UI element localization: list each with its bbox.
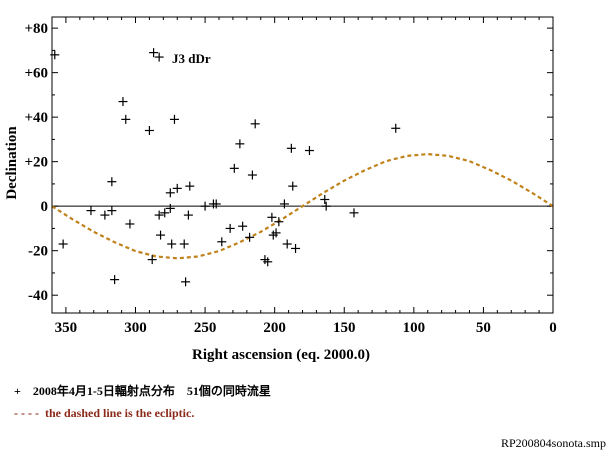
x-tick-label: 250 [194,320,217,336]
data-point [125,219,135,229]
data-point [160,208,170,218]
data-point [235,139,245,149]
data-point [245,232,255,242]
x-axis-title: Right ascension (eq. 2000.0) [192,347,370,363]
y-tick-label: +60 [24,66,48,82]
data-point [181,277,191,287]
data-point [149,48,159,58]
y-tick-label: 0 [41,199,49,215]
y-tick-label: +20 [24,155,48,171]
data-point [321,201,331,211]
y-axis-title: Declination [4,126,20,200]
data-point [274,217,284,227]
footer-filename: RP200804sonota.smp [500,436,606,450]
data-point [320,194,330,204]
legend-item-radiants: + 2008年4月1-5日輻射点分布 51個の同時流星 [14,382,271,399]
points-layer [50,48,401,287]
data-point [391,123,401,133]
data-point [279,199,289,209]
data-point [271,228,281,238]
data-point [165,203,175,213]
data-point [154,52,164,62]
ecliptic-line [51,152,554,260]
legend-item-ecliptic: - - - - the dashed line is the ecliptic. [14,406,194,421]
data-point [172,183,182,193]
legend-marker-plus: + [14,384,21,398]
data-point [349,208,359,218]
data-point [267,212,277,222]
x-tick-label: 150 [333,320,356,336]
x-tick-label: 200 [263,320,286,336]
y-tick-label: +80 [24,21,48,37]
data-point [107,206,117,216]
data-point [288,181,298,191]
x-tick-label: 100 [403,320,426,336]
data-point [86,206,96,216]
data-point [238,221,248,231]
data-point [185,181,195,191]
chart-annotation: J3 dDr [172,51,211,66]
x-tick-label: 300 [124,320,147,336]
data-point [263,257,273,267]
y-tick-label: -20 [28,244,48,260]
data-point [183,210,193,220]
data-point [110,275,120,285]
data-point [217,237,227,247]
data-point [144,126,154,136]
data-point [167,239,177,249]
data-point [179,239,189,249]
data-point [100,210,110,220]
data-point [229,163,239,173]
data-point [225,223,235,233]
data-point [107,177,117,187]
x-tick-label: 350 [55,320,78,336]
plot-frame [51,16,554,314]
data-point [211,199,221,209]
y-tick-label: +40 [24,110,48,126]
data-point [169,114,179,124]
data-point [291,243,301,253]
data-point [121,114,131,124]
y-tick-label: -40 [28,288,48,304]
legend-label-radiants: 2008年4月1-5日輻射点分布 51個の同時流星 [32,384,271,398]
data-point [147,255,157,265]
legend-label-ecliptic: the dashed line is the ecliptic. [44,406,195,420]
data-point [156,230,166,240]
data-point [304,146,314,156]
data-point [282,239,292,249]
legend-marker-dashed: - - - - [14,406,39,420]
data-point [286,143,296,153]
data-point [154,210,164,220]
data-point [58,239,68,249]
data-point [250,119,260,129]
data-point [200,201,210,211]
x-tick-label: 50 [476,320,491,336]
x-tick-label: 0 [549,320,557,336]
data-point [165,188,175,198]
data-point [118,97,128,107]
ticks-layer: 350 300 250 200 150 100 50 0 +80 +60 +40 +20 0 -20 -40 [24,17,557,336]
data-point [247,170,257,180]
